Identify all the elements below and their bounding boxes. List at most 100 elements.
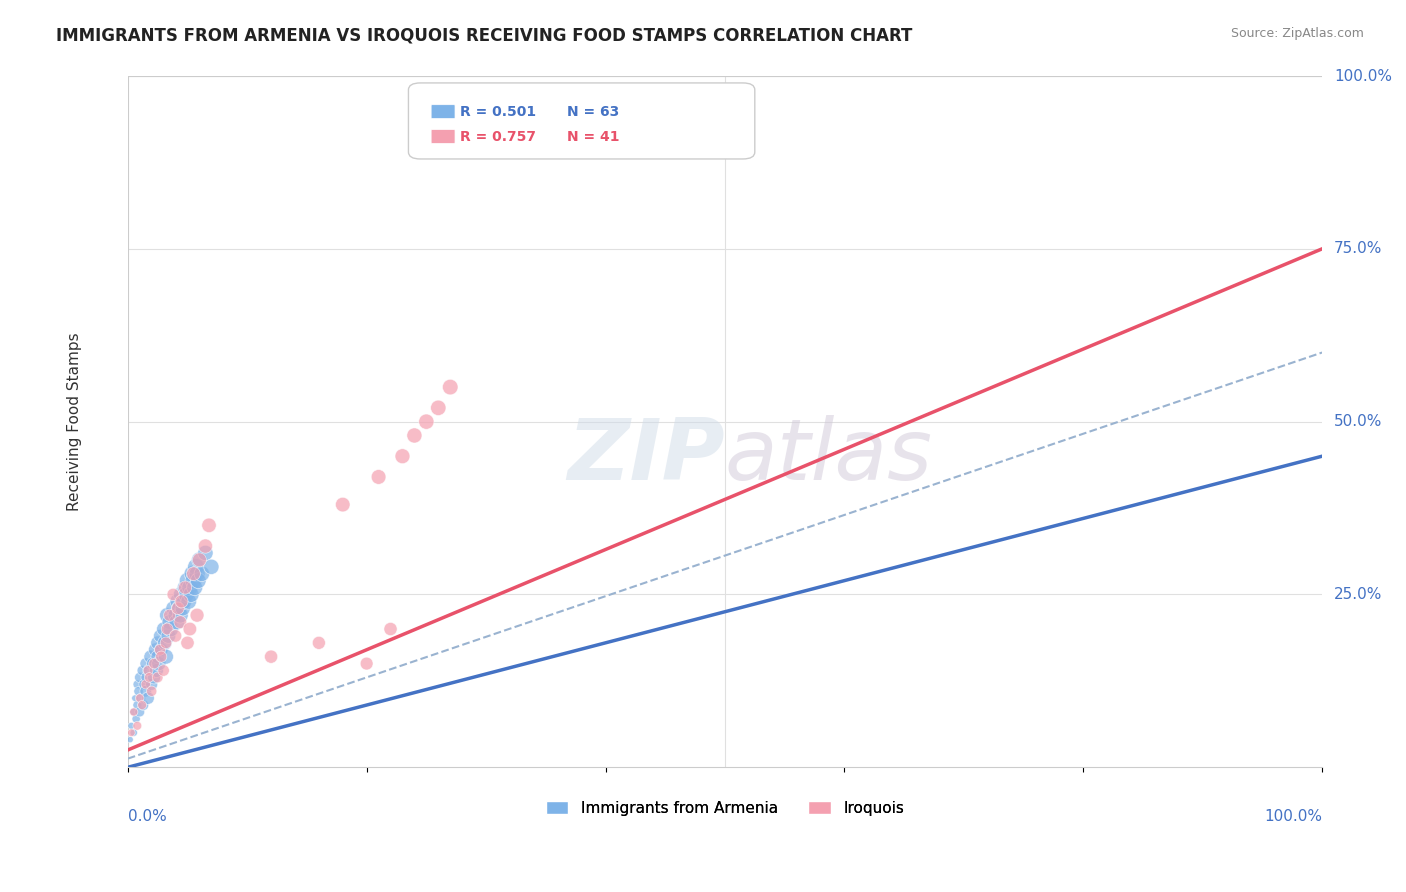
Point xyxy=(135,657,157,671)
Point xyxy=(176,587,198,601)
Text: IMMIGRANTS FROM ARMENIA VS IROQUOIS RECEIVING FOOD STAMPS CORRELATION CHART: IMMIGRANTS FROM ARMENIA VS IROQUOIS RECE… xyxy=(56,27,912,45)
Point xyxy=(173,594,195,608)
Point xyxy=(142,657,165,671)
Point xyxy=(128,684,150,698)
Point xyxy=(157,629,180,643)
Point xyxy=(143,657,166,671)
Point xyxy=(159,615,181,629)
Point xyxy=(135,677,157,691)
Text: ZIP: ZIP xyxy=(567,415,725,498)
Point xyxy=(380,622,402,636)
Point xyxy=(356,657,378,671)
Point xyxy=(128,705,150,719)
Text: R = 0.501: R = 0.501 xyxy=(460,104,536,119)
Point xyxy=(184,559,207,574)
Text: N = 63: N = 63 xyxy=(567,104,620,119)
Point xyxy=(136,691,159,706)
Point xyxy=(152,664,174,678)
Point xyxy=(186,566,208,581)
Point xyxy=(308,636,330,650)
Point xyxy=(141,684,163,698)
Point xyxy=(149,629,172,643)
Point xyxy=(165,629,187,643)
Point xyxy=(181,566,204,581)
Point xyxy=(127,677,149,691)
Text: Source: ZipAtlas.com: Source: ZipAtlas.com xyxy=(1230,27,1364,40)
FancyBboxPatch shape xyxy=(408,83,755,159)
Text: 100.0%: 100.0% xyxy=(1334,69,1392,84)
Point xyxy=(191,566,214,581)
Point xyxy=(167,601,190,615)
Point xyxy=(153,636,176,650)
Point xyxy=(120,725,142,739)
Point xyxy=(122,705,145,719)
Point xyxy=(188,553,211,567)
Point xyxy=(143,642,166,657)
Point xyxy=(148,657,170,671)
Point xyxy=(149,642,172,657)
Point xyxy=(155,649,177,664)
Point xyxy=(120,719,142,733)
Point xyxy=(427,401,450,415)
Point xyxy=(135,670,157,684)
Point xyxy=(131,664,153,678)
Legend: Immigrants from Armenia, Iroquois: Immigrants from Armenia, Iroquois xyxy=(540,795,911,822)
Point xyxy=(132,698,155,712)
Point xyxy=(128,691,150,706)
Point xyxy=(136,664,159,678)
Point xyxy=(141,677,163,691)
FancyBboxPatch shape xyxy=(432,129,456,144)
Point xyxy=(165,608,187,623)
Point xyxy=(176,574,198,588)
Point xyxy=(167,594,190,608)
Point xyxy=(159,608,181,623)
Point xyxy=(159,622,181,636)
Point xyxy=(156,622,179,636)
Point xyxy=(194,546,217,560)
Point xyxy=(187,574,209,588)
Point xyxy=(174,581,197,595)
Point xyxy=(176,636,198,650)
Point xyxy=(146,670,169,684)
Point xyxy=(200,559,222,574)
Point xyxy=(128,670,150,684)
Point xyxy=(166,615,188,629)
Point xyxy=(162,601,184,615)
Text: 100.0%: 100.0% xyxy=(1264,809,1322,823)
Point xyxy=(170,594,193,608)
Point xyxy=(143,670,166,684)
Point xyxy=(179,581,201,595)
Point xyxy=(391,449,413,463)
Point xyxy=(172,601,194,615)
Point xyxy=(415,415,437,429)
Point xyxy=(174,581,197,595)
Point xyxy=(183,566,205,581)
Point xyxy=(150,649,173,664)
Point xyxy=(156,608,179,623)
Point xyxy=(125,712,148,726)
Point xyxy=(135,684,157,698)
Point xyxy=(183,581,205,595)
Point xyxy=(162,587,184,601)
Text: 50.0%: 50.0% xyxy=(1334,414,1382,429)
Point xyxy=(186,608,208,623)
Point xyxy=(260,649,283,664)
Point xyxy=(198,518,221,533)
Point xyxy=(180,587,202,601)
Text: atlas: atlas xyxy=(725,415,934,498)
Point xyxy=(138,664,160,678)
Point xyxy=(120,732,142,747)
Point xyxy=(122,705,145,719)
Point xyxy=(179,622,201,636)
Point xyxy=(404,428,426,442)
Point xyxy=(129,691,152,706)
Point xyxy=(169,608,191,623)
Point xyxy=(177,594,200,608)
Point xyxy=(127,719,149,733)
Text: 25.0%: 25.0% xyxy=(1334,587,1382,602)
Point xyxy=(146,636,169,650)
Point xyxy=(131,698,153,712)
Text: N = 41: N = 41 xyxy=(567,129,620,144)
Point xyxy=(124,691,146,706)
Point xyxy=(183,574,205,588)
